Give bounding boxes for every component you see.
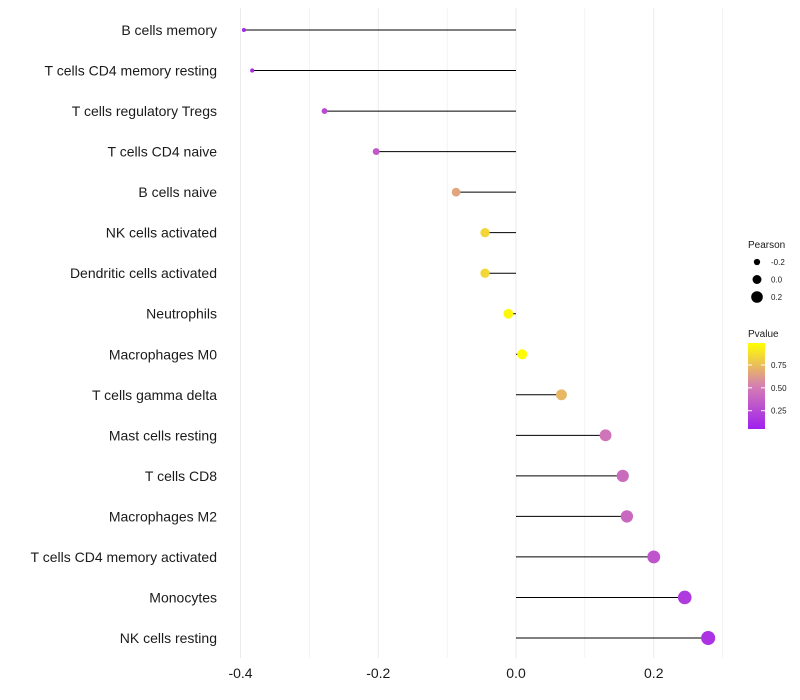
lollipop-point [701,630,716,646]
lollipop-point [321,108,328,114]
legend-size-dot [753,258,761,266]
lollipop-point [555,389,567,401]
y-tick-label: Dendritic cells activated [70,265,217,281]
y-tick-label: Macrophages M0 [109,346,217,362]
y-axis-labels: B cells memory T cells CD4 memory resting… [31,22,218,646]
y-tick-label: NK cells resting [120,630,217,646]
x-tick-label: -0.4 [228,665,252,681]
lollipop-point [372,148,380,156]
lollipop-point [480,228,490,238]
legend-size-title: Pearson [748,240,785,251]
lollipop-point [250,68,255,73]
y-tick-label: Mast cells resting [109,427,217,443]
grid-layer [240,8,723,658]
lollipop-point [517,349,528,360]
lollipop-point [503,308,514,319]
y-tick-label: T cells CD4 memory resting [45,63,217,79]
y-tick-label: Monocytes [149,589,217,605]
lollipop-point [599,429,612,442]
colorbar-tick-label: 0.75 [771,361,787,370]
x-tick-label: 0.2 [644,665,664,681]
lollipop-point [480,268,490,278]
y-tick-label: T cells CD8 [145,468,217,484]
y-tick-label: Macrophages M2 [109,508,217,524]
legend-size-dot [751,291,763,303]
legend-size-dot [752,275,762,284]
legend-size-label: -0.2 [771,258,785,267]
lollipop-point [616,469,629,482]
colorbar-tick-label: 0.25 [771,407,787,416]
legend-size-label: 0.2 [771,293,783,302]
x-axis-labels: -0.4 -0.2 0.0 0.2 [228,665,663,681]
lollipop-point [677,590,692,605]
y-tick-label: T cells gamma delta [92,387,217,403]
legend-size-items: -0.2 0.0 0.2 [751,258,785,303]
lollipop-point [647,550,661,564]
lollipop-point [451,187,461,197]
y-tick-label: T cells regulatory Tregs [72,103,217,119]
y-tick-label: T cells CD4 naive [108,144,218,160]
legend-colorbar [748,343,765,429]
legend: Pearson -0.2 0.0 0.2 Pvalue 0.75 0.50 0.25 [748,240,787,429]
colorbar-tick-label: 0.50 [771,384,787,393]
y-tick-label: B cells memory [121,22,217,38]
y-tick-label: Neutrophils [146,306,217,322]
legend-size-label: 0.0 [771,276,783,285]
x-tick-label: 0.0 [506,665,526,681]
lollipop-point [620,510,634,523]
y-tick-label: T cells CD4 memory activated [31,549,217,565]
point-layer [241,27,716,646]
y-tick-label: NK cells activated [106,225,217,241]
legend-color-title: Pvalue [748,329,779,340]
lollipop-point [241,27,246,33]
x-tick-label: -0.2 [366,665,390,681]
y-tick-label: B cells naive [138,184,217,200]
legend-color-ticks: 0.75 0.50 0.25 [748,361,787,416]
segment-layer [243,29,709,639]
